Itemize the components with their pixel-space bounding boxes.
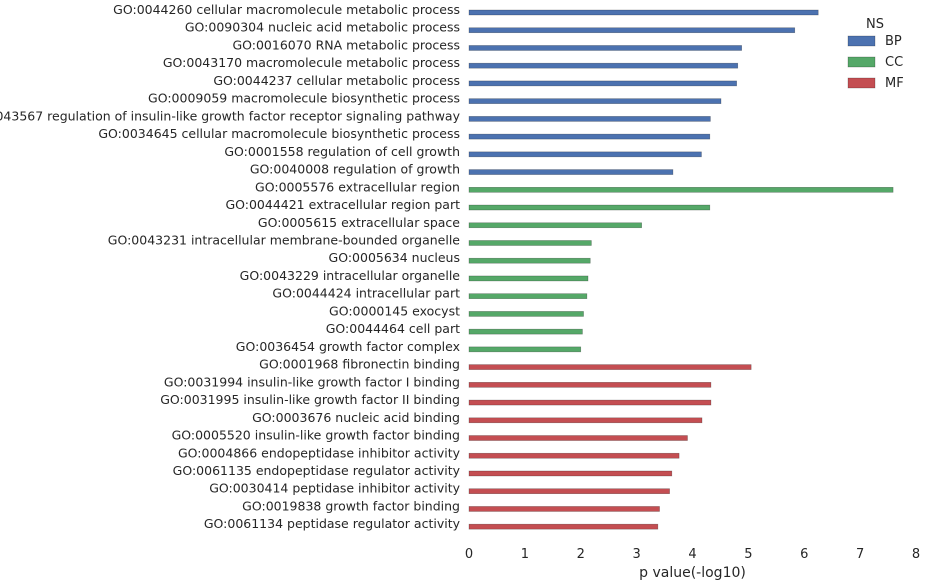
bar-8 (468, 133, 711, 140)
legend-label-bp: BP (885, 34, 902, 49)
x-tick-label-7: 7 (856, 547, 864, 562)
bar-1 (468, 9, 819, 16)
legend-label-cc: CC (885, 55, 903, 70)
legend-entries: BP CC MF (847, 34, 904, 91)
category-label-11: GO:0005576 extracellular region (255, 179, 460, 194)
bar-29 (468, 506, 660, 512)
legend: NS BP CC MF (847, 17, 904, 91)
category-label-16: GO:0043229 intracellular organelle (240, 268, 461, 283)
x-tick-label-8: 8 (912, 547, 920, 562)
legend-label-mf: MF (885, 76, 904, 91)
bar-23 (468, 399, 712, 406)
category-label-2: GO:0090304 nucleic acid metabolic proces… (185, 20, 460, 35)
category-label-17: GO:0044424 intracellular part (272, 286, 460, 301)
bar-7 (468, 116, 711, 122)
bar-25 (468, 435, 688, 441)
category-label-9: GO:0001558 regulation of cell growth (224, 144, 460, 159)
category-label-23: GO:0031995 insulin-like growth factor II… (160, 392, 460, 407)
x-tick-label-1: 1 (521, 547, 529, 562)
bar-26 (468, 452, 680, 459)
category-labels-group: GO:0044260 cellular macromolecule metabo… (0, 2, 461, 531)
category-label-29: GO:0019838 growth factor binding (242, 498, 460, 513)
bar-10 (468, 169, 674, 175)
category-label-8: GO:0034645 cellular macromolecule biosyn… (98, 126, 460, 141)
bar-6 (468, 98, 722, 104)
category-label-14: GO:0043231 intracellular membrane-bounde… (108, 232, 461, 247)
bar-24 (468, 417, 703, 424)
bar-27 (468, 470, 673, 477)
bar-4 (468, 62, 739, 69)
legend-swatch-mf (847, 77, 876, 89)
legend-swatch-cc (847, 56, 876, 68)
bar-22 (468, 382, 712, 388)
bar-2 (468, 27, 796, 34)
category-label-19: GO:0044464 cell part (326, 321, 460, 336)
x-tick-label-4: 4 (688, 547, 696, 562)
x-tick-label-0: 0 (465, 547, 473, 562)
x-axis-ticks-group: 0 1 2 3 4 5 6 7 8 (465, 547, 920, 562)
bar-13 (468, 222, 642, 229)
x-tick-label-3: 3 (632, 547, 640, 562)
bars-group (468, 9, 894, 530)
category-label-4: GO:0043170 macromolecule metabolic proce… (163, 55, 460, 70)
category-label-10: GO:0040008 regulation of growth (250, 162, 460, 177)
bar-21 (468, 364, 752, 370)
x-axis-title: p value(-log10) (639, 565, 746, 581)
x-tick-label-2: 2 (577, 547, 585, 562)
bar-5 (468, 80, 737, 87)
bar-30 (468, 523, 659, 530)
bar-9 (468, 151, 702, 158)
category-label-28: GO:0030414 peptidase inhibitor activity (209, 481, 460, 496)
legend-swatch-bp (847, 35, 876, 47)
bar-16 (468, 275, 589, 282)
category-label-7: GO:0043567 regulation of insulin-like gr… (0, 108, 461, 123)
category-label-15: GO:0005634 nucleus (329, 250, 460, 265)
bar-11 (468, 187, 894, 193)
category-label-27: GO:0061135 endopeptidase regulator activ… (173, 463, 461, 478)
category-label-22: GO:0031994 insulin-like growth factor I … (164, 374, 460, 389)
bar-20 (468, 346, 582, 353)
category-label-20: GO:0036454 growth factor complex (236, 339, 460, 354)
bar-15 (468, 257, 591, 264)
category-label-21: GO:0001968 fibronectin binding (259, 357, 460, 372)
category-label-1: GO:0044260 cellular macromolecule metabo… (113, 2, 460, 17)
bar-14 (468, 240, 592, 246)
category-label-6: GO:0009059 macromolecule biosynthetic pr… (148, 91, 460, 106)
category-label-24: GO:0003676 nucleic acid binding (252, 410, 460, 425)
bar-19 (468, 328, 583, 335)
legend-title: NS (866, 17, 884, 32)
category-label-5: GO:0044237 cellular metabolic process (213, 73, 460, 88)
category-label-30: GO:0061134 peptidase regulator activity (204, 516, 461, 531)
category-label-12: GO:0044421 extracellular region part (225, 197, 460, 212)
x-tick-label-6: 6 (800, 547, 808, 562)
x-tick-label-5: 5 (744, 547, 752, 562)
bar-28 (468, 488, 670, 495)
category-label-13: GO:0005615 extracellular space (258, 215, 460, 230)
bar-18 (468, 311, 584, 317)
category-label-3: GO:0016070 RNA metabolic process (232, 37, 460, 52)
bar-3 (468, 45, 742, 51)
category-label-18: GO:0000145 exocyst (329, 303, 460, 318)
bar-12 (468, 204, 711, 211)
category-label-25: GO:0005520 insulin-like growth factor bi… (172, 428, 460, 443)
category-label-26: GO:0004866 endopeptidase inhibitor activ… (178, 445, 461, 460)
bar-17 (468, 293, 588, 299)
